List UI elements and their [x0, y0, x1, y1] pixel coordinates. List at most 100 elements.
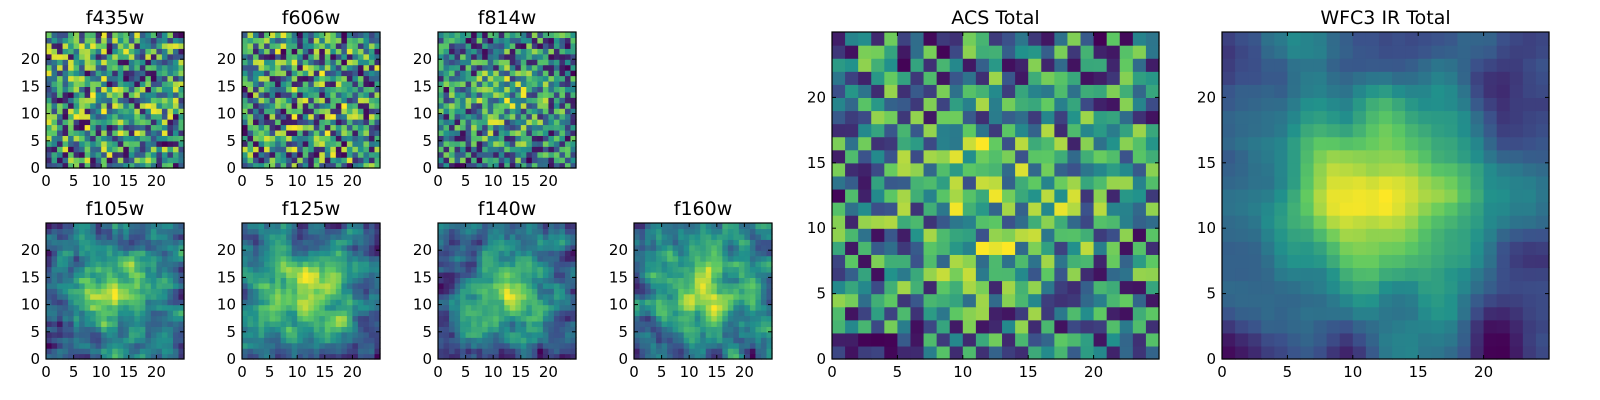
- heatmap-cell: [95, 48, 102, 55]
- heatmap-cell: [449, 108, 456, 115]
- heatmap-cell: [564, 250, 572, 257]
- heatmap-cell: [79, 266, 86, 273]
- heatmap-cell: [465, 310, 472, 317]
- heatmap-cell: [90, 124, 97, 131]
- heatmap-cell: [760, 261, 768, 268]
- heatmap-cell: [537, 151, 544, 158]
- heatmap-cell: [559, 282, 566, 289]
- heatmap-cell: [559, 124, 566, 131]
- heatmap-cell: [62, 42, 69, 49]
- heatmap-cell: [335, 129, 342, 136]
- heatmap-cell: [73, 102, 80, 109]
- heatmap-cell: [346, 315, 353, 322]
- heatmap-cell: [172, 32, 180, 39]
- heatmap-cell: [493, 80, 500, 87]
- heatmap-cell: [454, 146, 461, 153]
- heatmap-cell: [134, 310, 141, 317]
- heatmap-cell: [106, 304, 113, 311]
- heatmap-cell: [156, 320, 163, 327]
- heatmap-cell: [275, 271, 282, 278]
- heatmap-cell: [487, 162, 494, 169]
- heatmap-cell: [858, 345, 872, 360]
- heatmap-cell: [923, 175, 938, 190]
- heatmap-cell: [324, 277, 331, 284]
- heatmap-cell: [319, 326, 326, 333]
- heatmap-cell: [1067, 293, 1082, 308]
- heatmap-cell: [57, 288, 64, 295]
- heatmap-cell: [156, 80, 163, 87]
- heatmap-cell: [57, 135, 64, 142]
- heatmap-cell: [62, 129, 69, 136]
- heatmap-cell: [438, 250, 445, 257]
- heatmap-cell: [178, 91, 185, 98]
- heatmap-cell: [542, 277, 549, 284]
- heatmap-cell: [357, 102, 365, 109]
- heatmap-cell: [269, 255, 276, 262]
- heatmap-cell: [897, 162, 912, 177]
- heatmap-cell: [542, 129, 549, 136]
- heatmap-cell: [368, 348, 376, 355]
- heatmap-cell: [297, 320, 304, 327]
- heatmap-cell: [90, 244, 97, 251]
- heatmap-cell: [264, 277, 271, 284]
- heatmap-cell: [553, 255, 561, 262]
- heatmap-cell: [117, 75, 124, 82]
- heatmap-cell: [845, 175, 859, 190]
- heatmap-cell: [548, 261, 555, 268]
- heatmap-cell: [172, 113, 180, 120]
- heatmap-cell: [738, 261, 745, 268]
- heatmap-cell: [526, 282, 533, 289]
- heatmap-cell: [482, 261, 489, 268]
- heatmap-cell: [319, 75, 326, 82]
- heatmap-cell: [871, 215, 885, 229]
- heatmap-cell: [73, 91, 80, 98]
- heatmap-cell: [319, 97, 326, 104]
- heatmap-cell: [335, 59, 342, 66]
- heatmap-cell: [280, 250, 287, 257]
- heatmap-cell: [363, 129, 370, 136]
- heatmap-cell: [564, 140, 572, 147]
- heatmap-cell: [128, 53, 135, 60]
- heatmap-cell: [51, 37, 58, 44]
- heatmap-cell: [90, 337, 97, 344]
- heatmap-cell: [313, 91, 320, 98]
- heatmap-cell: [253, 151, 260, 158]
- heatmap-cell: [242, 315, 249, 322]
- panel-title: f140w: [478, 198, 537, 220]
- heatmap-cell: [123, 304, 130, 311]
- heatmap-cell: [482, 304, 489, 311]
- heatmap-cell: [275, 75, 282, 82]
- heatmap-cell: [498, 140, 505, 147]
- heatmap-cell: [526, 261, 533, 268]
- heatmap-cell: [297, 261, 304, 268]
- heatmap-cell: [297, 337, 304, 344]
- heatmap-cell: [79, 32, 86, 39]
- heatmap-cell: [650, 342, 657, 349]
- heatmap-cell: [57, 113, 64, 120]
- heatmap-cell: [368, 304, 376, 311]
- heatmap-cell: [661, 255, 668, 262]
- heatmap-cell: [335, 310, 342, 317]
- heatmap-cell: [374, 277, 381, 284]
- heatmap-cell: [117, 119, 124, 126]
- heatmap-cell: [46, 288, 53, 295]
- heatmap-cell: [253, 102, 260, 109]
- heatmap-cell: [101, 244, 108, 251]
- heatmap-cell: [1132, 215, 1147, 229]
- heatmap-cell: [487, 70, 494, 77]
- heatmap-cell: [302, 348, 309, 355]
- heatmap-cell: [308, 288, 315, 295]
- heatmap-cell: [689, 223, 696, 230]
- heatmap-cell: [559, 140, 566, 147]
- heatmap-cell: [313, 348, 320, 355]
- heatmap-cell: [564, 64, 572, 71]
- heatmap-cell: [471, 353, 478, 360]
- heatmap-cell: [498, 337, 505, 344]
- heatmap-cell: [520, 228, 527, 235]
- heatmap-cell: [346, 53, 353, 60]
- heatmap-cell: [1119, 202, 1134, 216]
- heatmap-cell: [667, 233, 674, 240]
- heatmap-cell: [172, 331, 180, 338]
- heatmap-cell: [123, 108, 130, 115]
- heatmap-cell: [454, 239, 461, 246]
